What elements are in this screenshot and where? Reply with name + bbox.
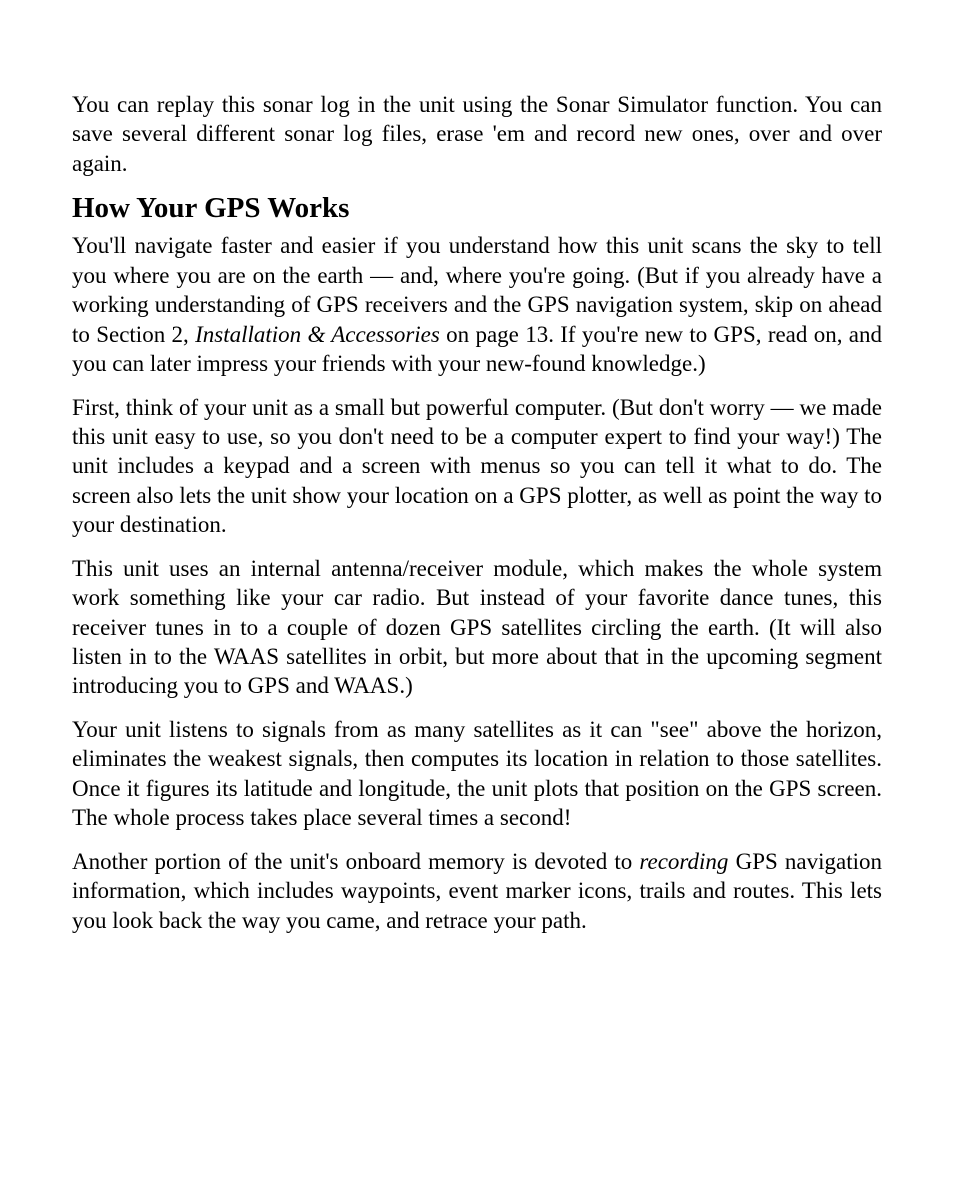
paragraph-sonar-log: You can replay this sonar log in the uni… bbox=[72, 90, 882, 178]
paragraph-small-computer: First, think of your unit as a small but… bbox=[72, 393, 882, 540]
paragraph-intro: You'll navigate faster and easier if you… bbox=[72, 231, 882, 378]
text-run: Another portion of the unit's onboard me… bbox=[72, 849, 639, 874]
italic-installation-accessories: Installation & Accessories bbox=[195, 322, 440, 347]
document-page: You can replay this sonar log in the uni… bbox=[0, 0, 954, 1009]
italic-recording: recording bbox=[639, 849, 728, 874]
heading-how-gps-works: How Your GPS Works bbox=[72, 192, 882, 225]
paragraph-satellite-signals: Your unit listens to signals from as man… bbox=[72, 715, 882, 833]
paragraph-onboard-memory: Another portion of the unit's onboard me… bbox=[72, 847, 882, 935]
paragraph-antenna-receiver: This unit uses an internal antenna/recei… bbox=[72, 554, 882, 701]
